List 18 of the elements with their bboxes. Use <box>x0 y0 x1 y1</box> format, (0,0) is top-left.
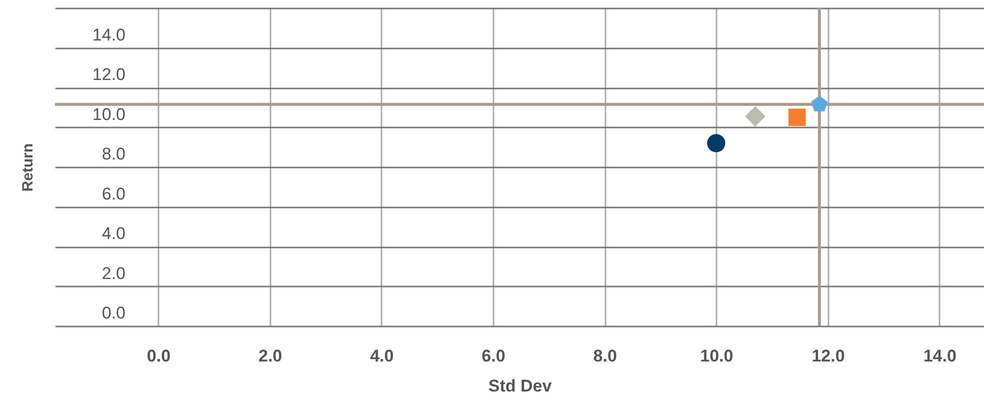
y-axis-title: Return <box>20 143 36 192</box>
x-tick-label: 0.0 <box>146 346 171 366</box>
x-tick-label: 2.0 <box>258 346 282 366</box>
x-tick-label: 14.0 <box>923 346 956 366</box>
y-tick-label: 4.0 <box>102 224 126 243</box>
x-tick-label: 6.0 <box>482 346 506 366</box>
x-tick-label: 10.0 <box>700 346 734 366</box>
x-tick-label: 12.0 <box>812 346 845 366</box>
y-tick-label: 2.0 <box>102 264 126 283</box>
x-tick-label: 4.0 <box>370 346 394 366</box>
y-tick-label: 0.0 <box>102 304 126 322</box>
y-tick-label: 10.0 <box>92 104 126 124</box>
y-tick-label: 6.0 <box>102 184 126 204</box>
y-tick-label: 14.0 <box>92 25 126 44</box>
x-axis-title: Std Dev <box>488 376 552 396</box>
y-tick-label: 8.0 <box>102 144 126 164</box>
x-tick-label: 8.0 <box>593 346 617 366</box>
y-tick-label: 12.0 <box>92 65 126 84</box>
